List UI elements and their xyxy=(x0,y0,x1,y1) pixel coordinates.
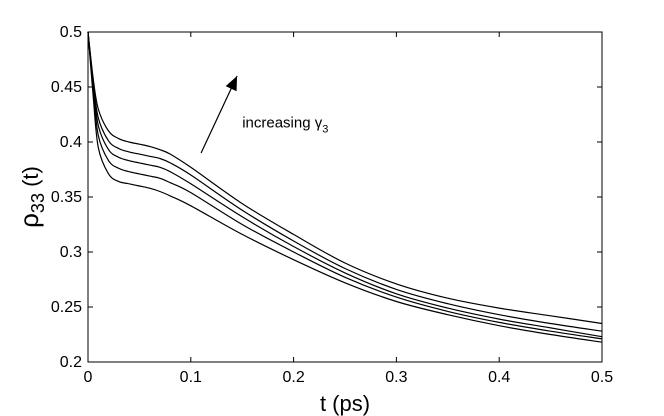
y-tick-label: 0.5 xyxy=(60,24,82,41)
y-tick-label: 0.4 xyxy=(60,134,82,151)
x-tick-label: 0.1 xyxy=(180,369,202,386)
x-tick-label: 0.2 xyxy=(282,369,304,386)
axes: 0 0.1 0.2 0.3 0.4 0.5 0.2 0.25 0.3 0.35 0.4 0.45 0.5… xyxy=(14,24,613,416)
x-axis-title: t (ps) xyxy=(320,391,370,416)
x-tick-label: 0.4 xyxy=(488,369,510,386)
annotation-arrow-head xyxy=(225,76,238,92)
y-tick-label: 0.45 xyxy=(51,79,82,96)
annotation: increasing γ3 xyxy=(200,75,328,154)
series-line-curve-3 xyxy=(87,31,603,338)
x-tick-label: 0 xyxy=(84,369,93,386)
y-axis-title: ρ33 (t) xyxy=(14,166,48,228)
y-tick-label: 0.2 xyxy=(60,354,82,371)
annotation-label: increasing γ3 xyxy=(242,115,328,136)
x-tick-label: 0.3 xyxy=(385,369,407,386)
plot-area xyxy=(87,31,603,343)
series-line-curve-1 xyxy=(87,31,603,325)
x-tick-label: 0.5 xyxy=(591,369,613,386)
y-tick-label: 0.25 xyxy=(51,299,82,316)
annotation-arrow-shaft xyxy=(200,75,238,154)
series-line-curve-2 xyxy=(87,31,603,332)
series-line-curve-4 xyxy=(87,31,603,340)
series-line-curve-5 xyxy=(87,31,603,343)
y-tick-label: 0.3 xyxy=(60,244,82,261)
y-tick-label: 0.35 xyxy=(51,189,82,206)
